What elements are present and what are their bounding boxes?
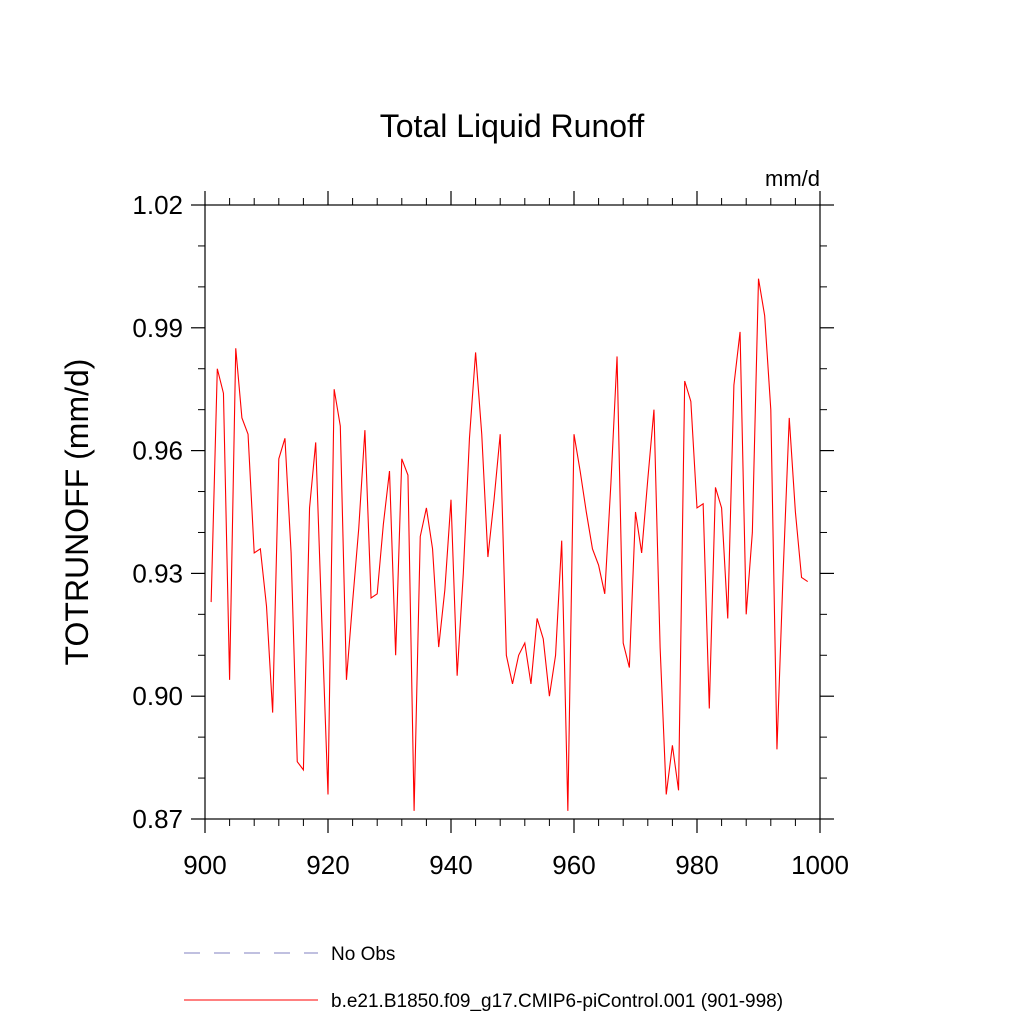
y-tick-label: 0.99 xyxy=(132,313,183,343)
x-tick-label: 980 xyxy=(675,850,718,880)
x-tick-label: 900 xyxy=(183,850,226,880)
x-tick-label: 960 xyxy=(552,850,595,880)
y-tick-label: 0.93 xyxy=(132,558,183,588)
chart-title: Total Liquid Runoff xyxy=(380,108,645,144)
axis-ticks xyxy=(191,191,834,833)
x-tick-label: 920 xyxy=(306,850,349,880)
y-tick-label: 0.87 xyxy=(132,804,183,834)
units-label: mm/d xyxy=(765,166,820,191)
axis-tick-labels: 900 920 940 960 980 1000 0.87 0.90 0.93 0.96 0.99 1… xyxy=(132,190,849,880)
x-tick-label: 940 xyxy=(429,850,472,880)
legend-label-no-obs: No Obs xyxy=(331,944,395,965)
series-layer xyxy=(210,278,809,811)
x-tick-label: 1000 xyxy=(791,850,849,880)
legend-label-model: b.e21.B1850.f09_g17.CMIP6-piControl.001 … xyxy=(331,991,783,1012)
y-axis-label: TOTRUNOFF (mm/d) xyxy=(59,359,95,666)
series-line-model xyxy=(210,278,809,811)
legend: No Obs b.e21.B1850.f09_g17.CMIP6-piContr… xyxy=(184,944,783,1012)
plot-frame xyxy=(204,204,821,820)
y-tick-label: 0.96 xyxy=(132,436,183,466)
y-tick-label: 1.02 xyxy=(132,190,183,220)
y-tick-label: 0.90 xyxy=(132,681,183,711)
